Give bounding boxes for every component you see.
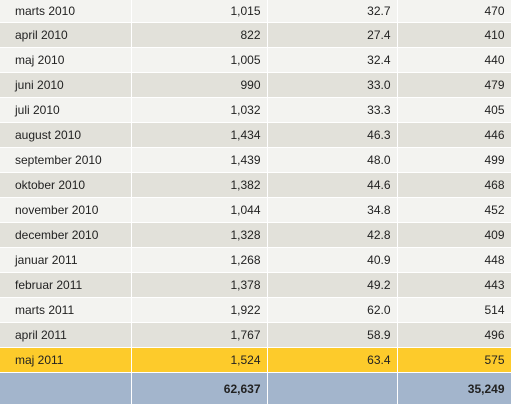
month-cell: juli 2010	[0, 97, 132, 123]
value-a-cell: 1,922	[131, 297, 268, 323]
value-b-cell: 40.9	[267, 247, 398, 273]
month-cell: april 2011	[0, 322, 132, 348]
row-edge	[511, 47, 518, 73]
month-cell: februar 2011	[0, 272, 132, 298]
value-b-cell: 63.4	[267, 347, 398, 373]
table-row[interactable]: april 2010 822 27.4 410	[0, 22, 518, 48]
value-a-cell: 1,524	[131, 347, 268, 373]
row-edge	[511, 147, 518, 173]
value-a-cell: 1,382	[131, 172, 268, 198]
value-b-cell: 44.6	[267, 172, 398, 198]
table-row[interactable]: maj 2010 1,005 32.4 440	[0, 47, 518, 73]
month-cell: august 2010	[0, 122, 132, 148]
row-edge	[511, 272, 518, 298]
row-edge	[511, 322, 518, 348]
value-b-cell: 42.8	[267, 222, 398, 248]
value-b-cell: 62.0	[267, 297, 398, 323]
table-row[interactable]: august 2010 1,434 46.3 446	[0, 122, 518, 148]
value-c-cell: 499	[397, 147, 512, 173]
row-edge	[511, 197, 518, 223]
row-edge	[511, 222, 518, 248]
value-c-cell: 479	[397, 72, 512, 98]
table-row[interactable]: januar 2011 1,268 40.9 448	[0, 247, 518, 273]
month-cell: oktober 2010	[0, 172, 132, 198]
table-row[interactable]: oktober 2010 1,382 44.6 468	[0, 172, 518, 198]
value-c-cell: 452	[397, 197, 512, 223]
table-row-highlighted[interactable]: maj 2011 1,524 63.4 575	[0, 347, 518, 373]
value-b-cell: 33.0	[267, 72, 398, 98]
row-edge	[511, 72, 518, 98]
value-a-cell: 1,434	[131, 122, 268, 148]
table-row[interactable]: september 2010 1,439 48.0 499	[0, 147, 518, 173]
value-a-cell: 1,439	[131, 147, 268, 173]
value-c-cell: 448	[397, 247, 512, 273]
table-row[interactable]: december 2010 1,328 42.8 409	[0, 222, 518, 248]
value-b-cell: 33.3	[267, 97, 398, 123]
row-edge	[511, 97, 518, 123]
value-c-cell: 575	[397, 347, 512, 373]
month-cell: marts 2011	[0, 297, 132, 323]
value-a-cell: 1,015	[131, 0, 268, 23]
table-row[interactable]: februar 2011 1,378 49.2 443	[0, 272, 518, 298]
value-a-cell: 1,328	[131, 222, 268, 248]
value-b-cell: 49.2	[267, 272, 398, 298]
total-b-cell	[267, 372, 398, 404]
value-a-cell: 990	[131, 72, 268, 98]
table-row[interactable]: marts 2010 1,015 32.7 470	[0, 0, 518, 23]
month-cell: januar 2011	[0, 247, 132, 273]
row-edge	[511, 372, 518, 404]
value-b-cell: 32.4	[267, 47, 398, 73]
month-cell: april 2010	[0, 22, 132, 48]
month-cell: september 2010	[0, 147, 132, 173]
month-cell: maj 2011	[0, 347, 132, 373]
value-a-cell: 1,005	[131, 47, 268, 73]
value-c-cell: 470	[397, 0, 512, 23]
value-c-cell: 446	[397, 122, 512, 148]
total-a-cell: 62,637	[131, 372, 268, 404]
value-a-cell: 822	[131, 22, 268, 48]
row-edge	[511, 247, 518, 273]
value-a-cell: 1,268	[131, 247, 268, 273]
value-b-cell: 46.3	[267, 122, 398, 148]
value-c-cell: 405	[397, 97, 512, 123]
value-c-cell: 443	[397, 272, 512, 298]
totals-label-cell	[0, 372, 132, 404]
value-a-cell: 1,032	[131, 97, 268, 123]
month-cell: december 2010	[0, 222, 132, 248]
table-row[interactable]: juni 2010 990 33.0 479	[0, 72, 518, 98]
row-edge	[511, 172, 518, 198]
value-c-cell: 440	[397, 47, 512, 73]
value-b-cell: 58.9	[267, 322, 398, 348]
totals-row: 62,637 35,249	[0, 372, 518, 404]
row-edge	[511, 122, 518, 148]
row-edge	[511, 297, 518, 323]
value-c-cell: 496	[397, 322, 512, 348]
row-edge	[511, 0, 518, 23]
value-a-cell: 1,767	[131, 322, 268, 348]
row-edge	[511, 22, 518, 48]
table-row[interactable]: marts 2011 1,922 62.0 514	[0, 297, 518, 323]
value-c-cell: 468	[397, 172, 512, 198]
value-c-cell: 409	[397, 222, 512, 248]
table-row[interactable]: november 2010 1,044 34.8 452	[0, 197, 518, 223]
value-b-cell: 34.8	[267, 197, 398, 223]
value-c-cell: 514	[397, 297, 512, 323]
value-b-cell: 48.0	[267, 147, 398, 173]
value-c-cell: 410	[397, 22, 512, 48]
table-row[interactable]: april 2011 1,767 58.9 496	[0, 322, 518, 348]
month-cell: juni 2010	[0, 72, 132, 98]
value-b-cell: 27.4	[267, 22, 398, 48]
month-cell: november 2010	[0, 197, 132, 223]
row-edge	[511, 347, 518, 373]
month-cell: maj 2010	[0, 47, 132, 73]
month-cell: marts 2010	[0, 0, 132, 23]
value-a-cell: 1,044	[131, 197, 268, 223]
total-c-cell: 35,249	[397, 372, 512, 404]
table-row[interactable]: juli 2010 1,032 33.3 405	[0, 97, 518, 123]
value-b-cell: 32.7	[267, 0, 398, 23]
value-a-cell: 1,378	[131, 272, 268, 298]
